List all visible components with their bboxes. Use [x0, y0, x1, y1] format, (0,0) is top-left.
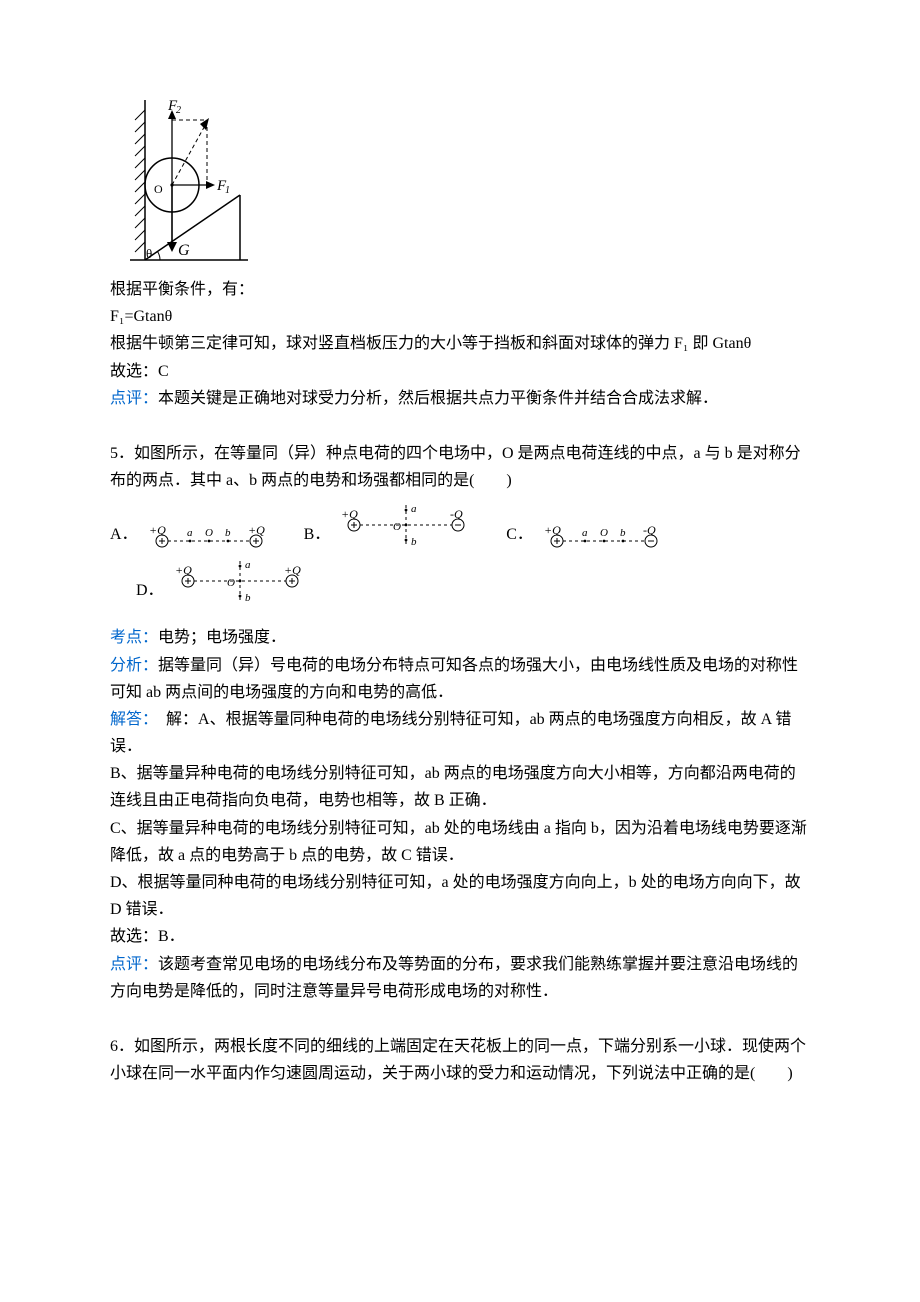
option-d-label: D． [110, 577, 164, 606]
svg-text:+Q: +Q [284, 563, 301, 577]
q5-jieda-choice: 故选：B． [110, 923, 810, 950]
svg-text:O: O [600, 527, 608, 539]
svg-text:a: a [245, 559, 251, 571]
q5-jieda-label: 解答： [110, 711, 150, 728]
q6-stem: 6．如图所示，两根长度不同的细线的上端固定在天花板上的同一点，下端分别系一小球．… [110, 1033, 810, 1087]
q5-dianping: 点评：该题考查常见电场的电场线分布及等势面的分布，要求我们能熟练掌握并要注意沿电… [110, 951, 810, 1005]
q5-kaodian-text: 电势；电场强度． [158, 629, 286, 646]
svg-text:+Q: +Q [248, 524, 265, 537]
svg-text:+Q: +Q [175, 563, 192, 577]
option-a-svg: +Q +Q a O b [144, 524, 274, 550]
option-b-svg: +Q -Q a O b [336, 500, 476, 550]
label-o: O [154, 182, 163, 196]
q5-jieda-a-text: 解：A、根据等量同种电荷的电场线分别特征可知，ab 两点的电场强度方向相反，故 … [110, 711, 791, 755]
option-b-label: B． [304, 521, 331, 550]
svg-text:+Q: +Q [341, 507, 358, 521]
option-c-svg: +Q -Q a O b [539, 524, 669, 550]
option-d: D． +Q +Q a O b [110, 556, 810, 606]
label-theta: θ [146, 246, 152, 261]
svg-text:2: 2 [176, 105, 181, 116]
q5-kaodian: 考点：电势；电场强度． [110, 624, 810, 651]
q5-jieda-d: D、根据等量同种电荷的电场线分别特征可知，a 处的电场强度方向向上，b 处的电场… [110, 869, 810, 923]
svg-text:-Q: -Q [643, 524, 656, 537]
svg-text:b: b [225, 527, 231, 539]
figure-svg-equilibrium: F 2 F 1 G O θ [110, 100, 250, 270]
text-line-2: F₁=Gtanθ [110, 303, 810, 330]
svg-text:-Q: -Q [450, 507, 463, 521]
svg-text:b: b [620, 527, 626, 539]
svg-text:a: a [187, 527, 193, 539]
svg-text:a: a [411, 503, 417, 515]
option-b: B． +Q -Q a O b [304, 500, 477, 550]
option-a-label: A． [110, 521, 138, 550]
svg-text:+Q: +Q [544, 524, 561, 537]
point-review-label: 点评： [110, 390, 158, 407]
option-c-label: C． [506, 521, 533, 550]
q5-kaodian-label: 考点： [110, 629, 158, 646]
svg-text:a: a [582, 527, 588, 539]
point-review-line: 点评：本题关键是正确地对球受力分析，然后根据共点力平衡条件并结合合成法求解． [110, 385, 810, 412]
q5-jieda-c: C、据等量异种电荷的电场线分别特征可知，ab 处的电场线由 a 指向 b，因为沿… [110, 815, 810, 869]
point-review-text: 本题关键是正确地对球受力分析，然后根据共点力平衡条件并结合合成法求解． [158, 390, 718, 407]
q5-dianping-label: 点评： [110, 956, 158, 973]
option-a: A． +Q +Q a O b [110, 521, 274, 550]
q5-jieda-b: B、据等量异种电荷的电场线分别特征可知，ab 两点的电场强度方向大小相等，方向都… [110, 760, 810, 814]
svg-text:O: O [205, 527, 213, 539]
svg-text:O: O [393, 521, 401, 533]
svg-text:1: 1 [225, 185, 230, 196]
svg-text:b: b [411, 536, 417, 548]
option-d-svg: +Q +Q a O b [170, 556, 310, 606]
q5-fenxi: 分析：据等量同（异）号电荷的电场分布特点可知各点的场强大小，由电场线性质及电场的… [110, 652, 810, 706]
q5-dianping-text: 该题考查常见电场的电场线分布及等势面的分布，要求我们能熟练掌握并要注意沿电场线的… [110, 956, 798, 1000]
text-line-1: 根据平衡条件，有： [110, 276, 810, 303]
options-row-abc: A． +Q +Q a O b B． [110, 500, 810, 550]
label-g: G [178, 242, 190, 259]
q5-fenxi-label: 分析： [110, 657, 158, 674]
svg-text:b: b [245, 592, 251, 604]
text-line-3: 根据牛顿第三定律可知，球对竖直档板压力的大小等于挡板和斜面对球体的弹力 F₁ 即… [110, 330, 810, 357]
option-c: C． +Q -Q a O b [506, 521, 669, 550]
svg-text:O: O [227, 577, 235, 589]
figure-block-equilibrium: F 2 F 1 G O θ [110, 100, 810, 270]
svg-text:+Q: +Q [149, 524, 166, 537]
q5-jieda-a: 解答： 解：A、根据等量同种电荷的电场线分别特征可知，ab 两点的电场强度方向相… [110, 706, 810, 760]
text-line-4: 故选：C [110, 358, 810, 385]
q5-fenxi-text: 据等量同（异）号电荷的电场分布特点可知各点的场强大小，由电场线性质及电场的对称性… [110, 657, 798, 701]
q5-stem: 5．如图所示，在等量同（异）种点电荷的四个电场中，O 是两点电荷连线的中点，a … [110, 440, 810, 494]
